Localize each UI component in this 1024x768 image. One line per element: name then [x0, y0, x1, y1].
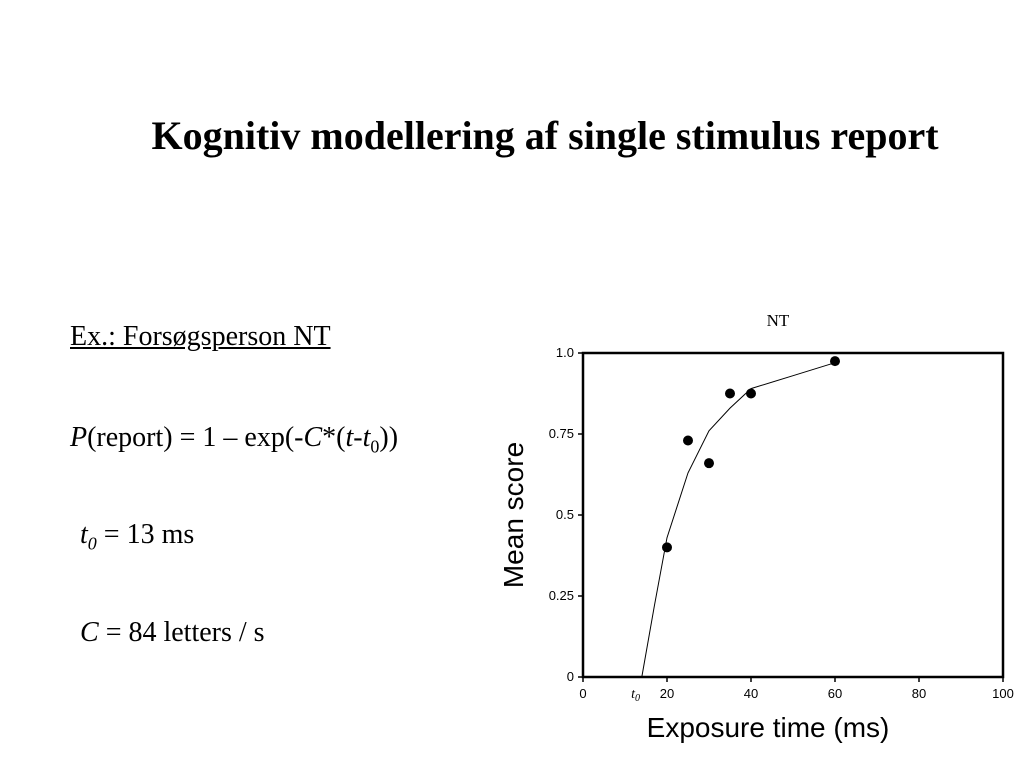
fit-curve [641, 362, 836, 678]
report-formula: P(report) = 1 – exp(-C*(t-t0)) [70, 421, 398, 464]
scatter-chart: 0 0.25 0.5 0.75 1.0 0 20 40 60 80 100 t0 NT Exposure … [498, 311, 1014, 743]
formula-star: *( [322, 422, 346, 453]
x-tick-label: 0 [579, 686, 586, 701]
y-tick-label: 0.25 [549, 588, 574, 603]
plot-frame [581, 351, 1005, 679]
x-tick-label: 60 [828, 686, 842, 701]
subject-line: Ex.: Forsøgsperson NT [70, 321, 331, 352]
chart-container: 0 0.25 0.5 0.75 1.0 0 20 40 60 80 100 t0 NT Exposure … [490, 300, 1024, 760]
data-point [662, 542, 672, 553]
y-tick-label: 1.0 [556, 345, 574, 360]
y-tick-label: 0.75 [549, 426, 574, 441]
formula-close: )) [379, 422, 399, 453]
t0-axis-marker: t0 [631, 687, 640, 704]
x-tick-label: 20 [660, 686, 674, 701]
y-axis-label: Mean score [498, 442, 529, 588]
data-point [683, 435, 693, 446]
c-symbol: C [80, 617, 99, 648]
slide-title: Kognitiv modellering af single stimulus … [151, 113, 939, 158]
t0-value: = 13 ms [96, 519, 195, 550]
chart-title: NT [767, 311, 790, 330]
t0-symbol-sub: 0 [87, 533, 97, 554]
y-tick-label: 0.5 [556, 507, 574, 522]
y-tick-label: 0 [567, 669, 574, 684]
x-tick-label: 80 [912, 686, 926, 701]
data-point [725, 388, 735, 399]
t0-symbol: t [80, 519, 88, 550]
formula-t0-sub: 0 [370, 436, 380, 457]
formula-c: C [303, 422, 323, 453]
formula-p: P [70, 422, 88, 453]
formula-t0: t [362, 422, 371, 453]
c-value: = 84 letters / s [98, 617, 265, 648]
formula-dash: - [353, 422, 363, 453]
c-parameter: C = 84 letters / s [80, 616, 265, 650]
t0-axis-marker-sub: 0 [635, 693, 640, 704]
formula-report: (report) = 1 – exp(- [87, 422, 304, 453]
x-tick-label: 100 [992, 686, 1014, 701]
data-point [704, 458, 714, 469]
x-axis-label: Exposure time (ms) [647, 712, 890, 743]
data-point [830, 356, 840, 367]
formula-t: t [345, 422, 354, 453]
x-tick-label: 40 [744, 686, 758, 701]
data-point [746, 388, 756, 399]
t0-parameter: t0 = 13 ms [80, 518, 194, 561]
